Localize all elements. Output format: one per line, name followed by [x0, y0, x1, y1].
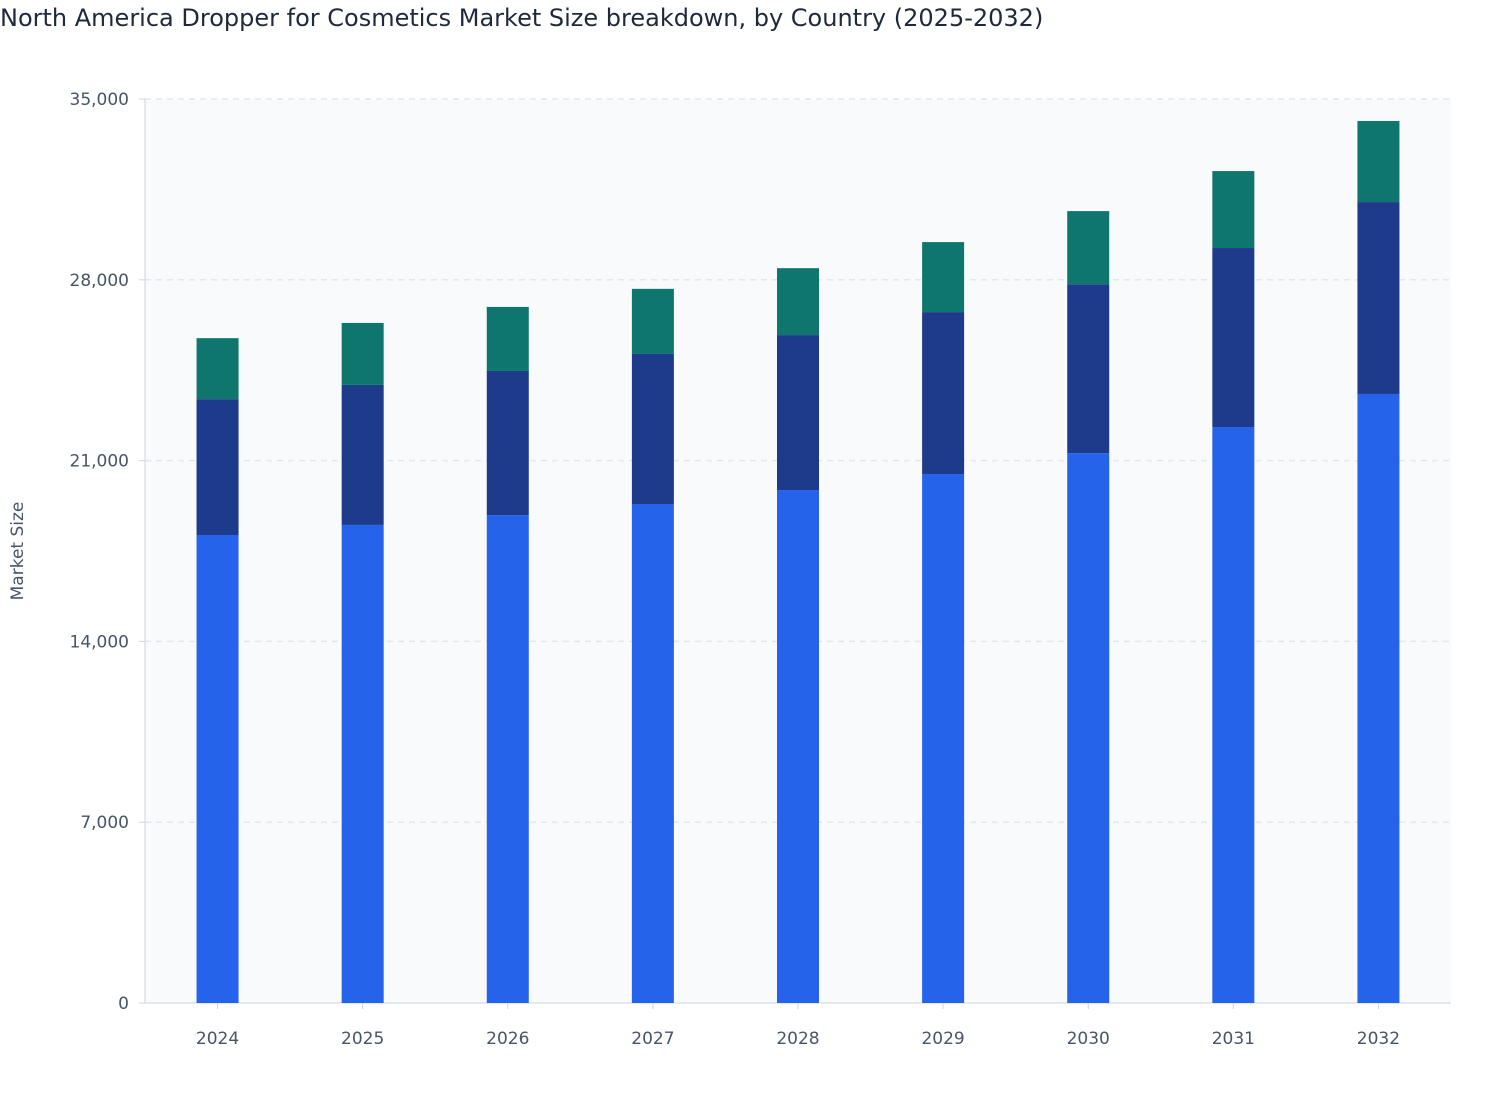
- bar-segment-2026-s2: [486, 306, 529, 371]
- bar-segment-2028-s1: [777, 335, 819, 491]
- bar-segment-2027-s1: [631, 353, 674, 504]
- bar-segment-2032-s2: [1357, 120, 1400, 203]
- bar-segment-2030-s1: [1067, 284, 1110, 454]
- bar-segment-2031-s0: [1212, 427, 1255, 1004]
- x-tick-label: 2026: [486, 1029, 529, 1049]
- bar-segment-2029-s2: [922, 242, 965, 313]
- bar-segment-2027-s2: [631, 288, 674, 354]
- x-tick-label: 2030: [1067, 1029, 1110, 1049]
- bar-segment-2024-s1: [196, 399, 239, 535]
- y-axis-label: Market Size: [8, 502, 28, 601]
- bar-segment-2024-s0: [196, 534, 239, 1003]
- y-tick-label: 14,000: [70, 632, 129, 652]
- bar-segment-2029-s0: [922, 474, 965, 1003]
- bar-segment-2028-s2: [777, 268, 819, 336]
- bar-segment-2032-s1: [1357, 202, 1400, 394]
- bar-segment-2031-s1: [1212, 248, 1255, 428]
- bar-segment-2024-s2: [196, 338, 239, 400]
- x-tick-label: 2032: [1357, 1029, 1400, 1049]
- bar-segment-2032-s0: [1357, 393, 1400, 1003]
- bar-segment-2027-s0: [631, 503, 674, 1003]
- y-tick-label: 35,000: [70, 90, 129, 110]
- bar-segment-2030-s2: [1067, 211, 1110, 285]
- bar-segment-2025-s0: [341, 524, 384, 1003]
- bar-segment-2025-s2: [341, 322, 384, 385]
- x-tick-label: 2024: [196, 1029, 239, 1049]
- bar-segment-2025-s1: [341, 384, 384, 525]
- x-tick-label: 2028: [776, 1029, 819, 1049]
- y-tick-label: 21,000: [70, 452, 129, 472]
- bar-segment-2030-s0: [1067, 453, 1110, 1003]
- y-tick-label: 0: [118, 994, 129, 1014]
- bar-segment-2031-s2: [1212, 171, 1255, 249]
- bar-segment-2028-s0: [777, 490, 819, 1004]
- x-tick-label: 2025: [341, 1029, 384, 1049]
- x-tick-label: 2027: [631, 1029, 674, 1049]
- y-tick-label: 28,000: [70, 271, 129, 291]
- x-tick-label: 2031: [1212, 1029, 1255, 1049]
- bar-segment-2026-s0: [486, 515, 529, 1003]
- bar-segment-2029-s1: [922, 312, 965, 475]
- y-tick-label: 7,000: [80, 813, 129, 833]
- chart-title: North America Dropper for Cosmetics Mark…: [0, 4, 1044, 32]
- x-tick-label: 2029: [921, 1029, 964, 1049]
- bar-segment-2026-s1: [486, 370, 529, 516]
